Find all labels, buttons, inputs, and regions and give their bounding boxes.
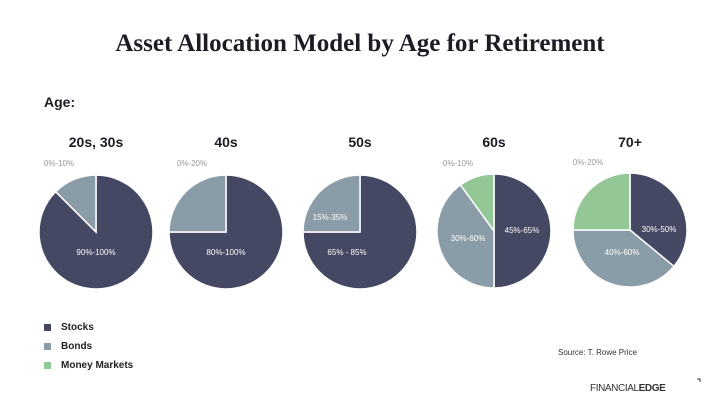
pie-slice-70-money-markets (572, 172, 631, 231)
slice-label-50s-bonds: 15%-35% (313, 213, 348, 222)
slice-label-60s-stocks: 45%-65% (505, 226, 540, 235)
slice-label-20s-30s-stocks: 90%-100% (76, 248, 115, 257)
legend-label-bonds: Bonds (61, 341, 93, 352)
pie-slice-40s-bonds (168, 174, 227, 233)
pie-slice-60s-bonds (436, 183, 495, 289)
group-title-60s: 60s (482, 134, 506, 150)
source-note: Source: T. Rowe Price (558, 348, 637, 357)
slice-label-20s-30s-bonds: 0%-10% (44, 159, 74, 168)
group-title-50s: 50s (348, 134, 372, 150)
legend-swatch-bonds (44, 343, 51, 350)
pie-slice-70-stocks (629, 172, 688, 268)
pie-slice-60s-money-markets (459, 173, 495, 234)
legend-swatch-money-markets (44, 362, 51, 369)
group-title-40s: 40s (214, 134, 238, 150)
pie-slice-20s-30s-stocks (38, 174, 154, 290)
slice-label-60s-money-markets: 0%-10% (443, 159, 473, 168)
slice-label-60s-bonds: 30%-60% (451, 234, 486, 243)
group-title-70plus: 70+ (618, 134, 642, 150)
legend-swatch-stocks (44, 324, 51, 331)
slice-label-70-money-markets: 0%-20% (573, 158, 603, 167)
legend-item-bonds: Bonds (44, 337, 133, 356)
slice-label-40s-stocks: 80%-100% (206, 248, 245, 257)
logo-text-financial: FINANCIAL (590, 383, 639, 394)
logo-arrow-icon (697, 378, 701, 382)
legend-item-money-markets: Money Markets (44, 356, 133, 375)
pie-slice-70-bonds (572, 229, 675, 288)
pie-slice-60s-stocks (493, 173, 552, 289)
slice-label-70-bonds: 40%-60% (605, 248, 640, 257)
pie-slice-50s-bonds (302, 174, 361, 233)
legend-item-stocks: Stocks (44, 318, 133, 337)
group-title-20s-30s: 20s, 30s (68, 134, 124, 150)
pie-slice-50s-stocks (302, 174, 418, 290)
slice-label-50s-stocks: 65% - 85% (327, 248, 366, 257)
age-label: Age: (44, 94, 76, 110)
pie-slice-40s-stocks (168, 174, 284, 290)
legend-label-stocks: Stocks (61, 322, 94, 333)
legend-label-money-markets: Money Markets (61, 360, 134, 371)
financial-edge-logo: FINANCIALEDGE (590, 383, 666, 394)
slice-label-70-stocks: 30%-50% (642, 225, 677, 234)
chart-title: Asset Allocation Model by Age for Retire… (115, 30, 605, 57)
slice-label-40s-bonds: 0%-20% (177, 159, 207, 168)
legend: Stocks Bonds Money Markets (44, 318, 133, 375)
pie-slice-20s-30s-bonds (54, 174, 97, 234)
logo-text-edge: EDGE (638, 383, 666, 394)
